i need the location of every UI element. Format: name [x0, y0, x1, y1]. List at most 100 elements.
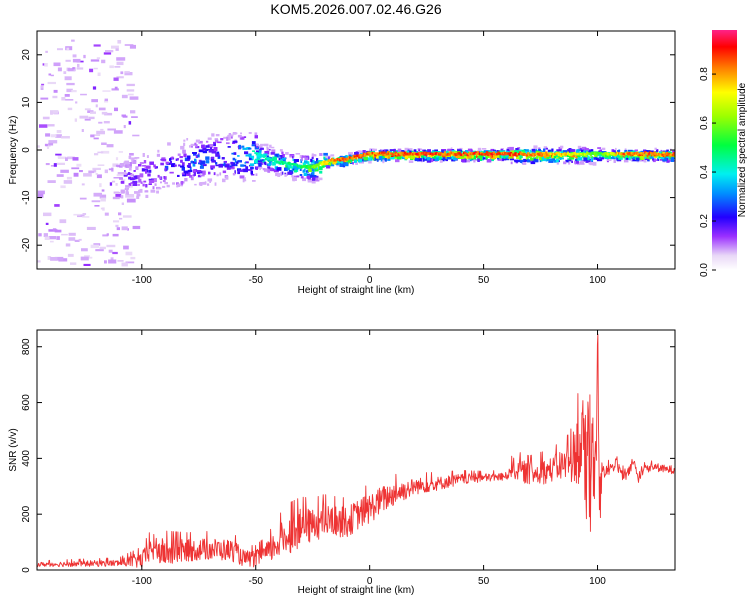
spectrogram-cell — [421, 155, 425, 158]
spectrogram-cell — [167, 142, 171, 146]
spectrogram-cell — [276, 167, 282, 171]
spectrogram-cell — [543, 146, 548, 149]
spectrogram-cell — [348, 154, 352, 158]
spectrogram-cell — [551, 157, 555, 161]
spectrogram-cell — [99, 194, 107, 199]
spectrogram-cell — [68, 237, 76, 241]
spectrogram-cell — [659, 151, 661, 155]
spectrogram-cell — [259, 168, 261, 171]
spectrogram-ridge-cell — [384, 154, 387, 157]
spectrogram-cell — [123, 125, 126, 129]
spectrogram-cell — [142, 153, 145, 157]
spectrogram-cell — [432, 157, 436, 161]
spectrogram-cell — [267, 166, 271, 171]
spectrogram-ridge-cell — [661, 153, 664, 156]
spectrogram-cell — [67, 68, 76, 72]
spectrogram-cell — [207, 137, 212, 140]
spectrogram-cell — [93, 67, 98, 70]
spectrogram-cell — [198, 159, 202, 163]
spectrogram-cell — [500, 150, 503, 153]
spectrogram-cell — [40, 97, 49, 100]
spectrogram-cell — [393, 148, 396, 152]
spectrogram-cell — [326, 165, 331, 169]
spectrogram-ridge-cell — [475, 152, 478, 156]
spectrogram-cell — [114, 107, 118, 112]
spectrogram-cell — [292, 156, 294, 159]
spectrogram-cell — [616, 156, 619, 161]
spectrogram-cell — [116, 57, 126, 61]
spectrogram-cell — [101, 189, 105, 192]
spectrogram-cell — [72, 157, 79, 161]
spectrogram-cell — [565, 159, 569, 163]
spectrogram-cell — [306, 175, 311, 179]
spectrogram-cell — [130, 173, 134, 177]
spectrogram-cell — [666, 149, 669, 152]
spectrogram-cell — [154, 166, 157, 169]
spectrogram-cell — [601, 147, 606, 151]
spectrogram-cell — [104, 100, 109, 103]
spectrogram-cell — [441, 150, 445, 154]
spectrogram-cell — [103, 52, 112, 55]
spectrogram-cell — [130, 182, 134, 184]
spectrogram-cell — [633, 156, 638, 160]
spectrogram-cell — [625, 155, 627, 160]
spectrogram-cell — [98, 121, 103, 124]
spectrogram-cell — [239, 175, 245, 179]
spectrogram-cell — [292, 158, 295, 161]
spectrogram-ridge-cell — [558, 153, 562, 156]
spectrogram-cell — [219, 172, 222, 176]
spectrogram-cell — [180, 145, 185, 150]
spectrogram-cell — [453, 151, 458, 154]
spectrogram-cell — [188, 163, 191, 165]
spectrogram-cell — [314, 169, 319, 172]
spectrogram-cell — [243, 136, 247, 138]
spectrogram-cell — [124, 44, 134, 46]
x-tick-label: 50 — [478, 275, 490, 286]
spectrogram-cell — [113, 77, 119, 81]
spectrogram-cell — [556, 162, 560, 165]
spectrogram-cell — [471, 155, 477, 160]
spectrogram-cell — [189, 166, 192, 171]
spectrogram-cell — [233, 152, 237, 155]
spectrogram-cell — [466, 159, 470, 163]
spectrogram-cell — [258, 150, 262, 154]
x-tick-label: -100 — [132, 275, 152, 286]
spectrogram-cell — [527, 159, 532, 163]
spectrogram-cell — [643, 160, 647, 163]
spectrogram-cell — [408, 160, 414, 163]
spectrogram-cell — [556, 158, 559, 163]
spectrogram-cell — [291, 175, 294, 178]
spectrogram-cell — [580, 160, 584, 165]
spectrogram-cell — [184, 178, 188, 182]
spectrogram-cell — [244, 162, 246, 164]
spectrogram-cell — [453, 157, 457, 161]
spectrogram-cell — [198, 162, 201, 165]
spectrogram-cell — [237, 134, 242, 138]
spectrogram-ridge-cell — [540, 154, 543, 157]
spectrogram-cell — [551, 155, 554, 159]
spectrogram-cell — [116, 76, 124, 79]
spectrogram-cell — [83, 54, 86, 59]
spectrogram-cell — [197, 174, 202, 178]
spectrogram-cell — [116, 61, 124, 66]
spectrogram-ridge-cell — [353, 155, 357, 158]
spectrogram-cell — [224, 164, 230, 168]
spectrogram-cell — [394, 155, 399, 158]
spectrogram-cell — [637, 156, 642, 161]
spectrogram-cell — [41, 83, 45, 86]
spectrogram-cell — [198, 149, 204, 153]
spectrogram-cell — [65, 157, 68, 161]
spectrogram-ridge-cell — [530, 153, 533, 157]
spectrogram-cell — [222, 170, 227, 174]
spectrogram-cell — [231, 152, 235, 155]
spectrogram-cell — [75, 101, 78, 104]
spectrogram-cell — [354, 152, 359, 155]
spectrogram-cell — [133, 170, 136, 172]
spectrogram-cell — [509, 154, 514, 159]
spectrogram-cell — [124, 160, 129, 164]
spectrogram-cell — [568, 159, 572, 162]
spectrogram-cell — [470, 149, 473, 154]
spectrogram-cell — [427, 149, 431, 153]
spectrogram-cell — [373, 155, 377, 159]
spectrogram-cell — [674, 155, 675, 157]
